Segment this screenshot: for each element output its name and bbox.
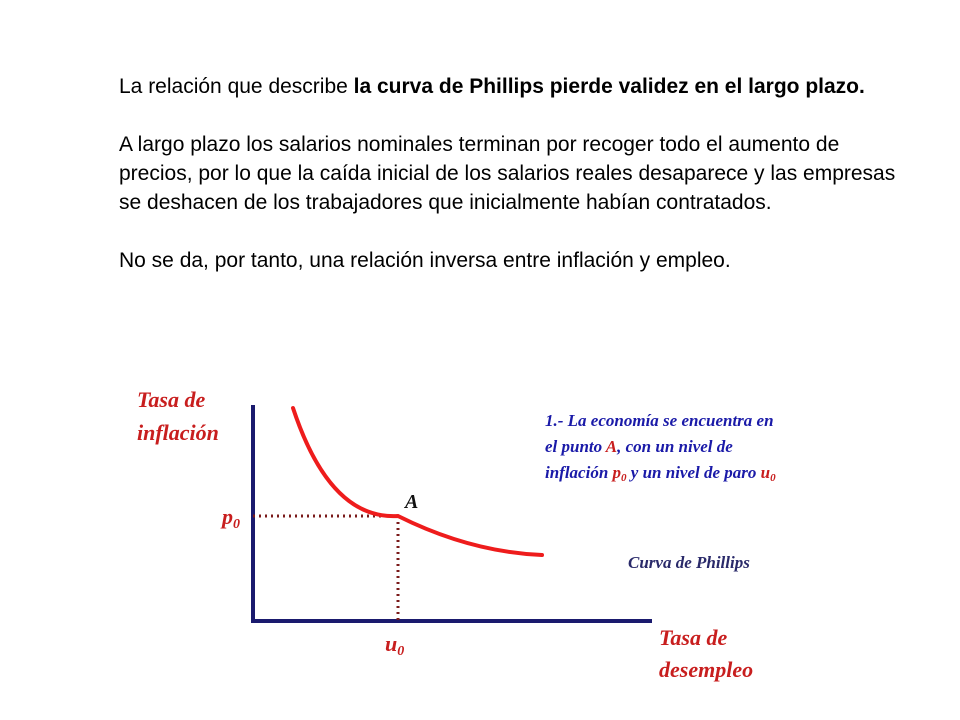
x-axis-label-line1: Tasa de [659,625,727,650]
explanation-text: La relación que describe la curva de Phi… [119,72,909,275]
paragraph-1: La relación que describe la curva de Phi… [119,72,909,101]
note-line-2: el punto A, con un nivel de [545,437,733,456]
paragraph-1-intro: La relación que describe [119,75,354,98]
paragraph-3: No se da, por tanto, una relación invers… [119,249,731,272]
paragraph-1-emphasis: la curva de Phillips pierde validez en e… [353,75,865,98]
paragraph-2: A largo plazo los salarios nominales ter… [119,133,896,214]
x-axis-label-line2: desempleo [659,657,753,682]
y-axis-label-line1: Tasa de [137,387,205,412]
phillips-curve [291,406,544,557]
note-line-1: 1.- La economía se encuentra en [545,411,774,430]
y-axis-label-line2: inflación [137,420,219,445]
curve-label: Curva de Phillips [628,553,750,572]
note-line-3: inflación p0 y un nivel de paro u0 [545,463,776,484]
p0-label: p0 [220,504,240,532]
point-a-label: A [403,491,418,513]
u0-label: u0 [385,631,404,659]
